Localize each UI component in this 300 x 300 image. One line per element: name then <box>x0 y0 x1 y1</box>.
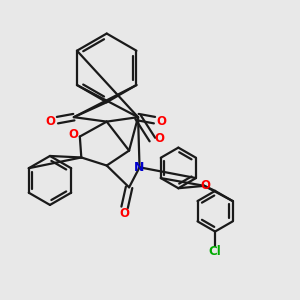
Text: O: O <box>156 115 166 128</box>
Text: O: O <box>120 207 130 220</box>
Text: Cl: Cl <box>209 245 221 258</box>
Text: O: O <box>68 128 78 141</box>
Text: N: N <box>134 161 145 174</box>
Text: O: O <box>46 115 56 128</box>
Text: O: O <box>201 179 211 192</box>
Text: O: O <box>154 132 164 145</box>
